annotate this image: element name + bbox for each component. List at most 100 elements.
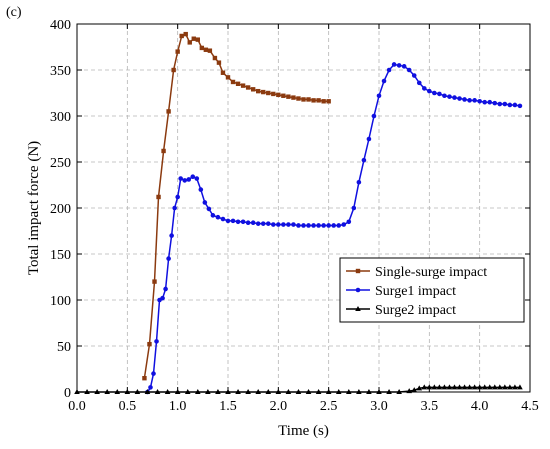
data-point xyxy=(84,389,90,394)
data-point xyxy=(215,389,221,394)
data-point xyxy=(169,233,174,238)
data-point xyxy=(447,94,452,99)
data-point xyxy=(421,384,428,390)
data-point xyxy=(190,174,196,180)
data-point xyxy=(477,98,482,104)
data-point xyxy=(366,389,372,394)
data-point xyxy=(275,389,282,394)
data-point xyxy=(316,223,321,228)
data-point xyxy=(203,47,209,52)
data-point xyxy=(276,222,281,227)
data-point xyxy=(462,97,467,102)
data-point xyxy=(416,385,423,391)
data-point xyxy=(286,222,291,227)
data-point xyxy=(285,389,292,394)
axis-ticks: 0.0 0.5 1.0 1.5 2.0 2.5 3.0 3.5 4.0 4.5 0 50 100 150 2… xyxy=(50,18,539,414)
data-point xyxy=(361,157,367,163)
series-2 xyxy=(145,62,523,395)
data-point xyxy=(187,40,192,45)
y-axis-label: Total impact force (N) xyxy=(26,141,42,275)
data-point xyxy=(152,279,157,284)
data-point xyxy=(202,200,208,205)
y-tick-label: 200 xyxy=(50,202,71,217)
data-point xyxy=(240,83,246,88)
data-point xyxy=(206,206,212,212)
data-point xyxy=(156,194,161,200)
data-point xyxy=(472,98,477,103)
data-point xyxy=(467,98,472,103)
data-point xyxy=(427,88,432,94)
data-point xyxy=(422,86,427,91)
data-point xyxy=(154,389,161,394)
data-point xyxy=(376,93,382,99)
y-tick-label: 0 xyxy=(64,386,71,401)
data-point xyxy=(486,384,493,390)
data-point xyxy=(178,176,183,181)
data-point xyxy=(255,389,261,394)
panel-label: (c) xyxy=(6,5,22,20)
data-point xyxy=(381,78,387,84)
data-point xyxy=(286,94,291,99)
data-point xyxy=(104,389,110,394)
data-point xyxy=(240,219,246,225)
data-point xyxy=(426,384,433,390)
data-point xyxy=(124,389,131,394)
data-point xyxy=(321,223,326,228)
data-point xyxy=(183,31,188,37)
data-point xyxy=(271,222,276,227)
x-tick-label: 0.0 xyxy=(68,399,86,414)
data-point xyxy=(172,205,177,211)
data-point xyxy=(431,384,438,390)
data-point xyxy=(266,90,271,96)
y-tick-label: 150 xyxy=(50,248,71,263)
y-tick-label: 50 xyxy=(57,340,71,355)
data-point xyxy=(351,205,357,211)
data-point xyxy=(256,88,261,94)
data-point xyxy=(174,389,181,394)
data-point xyxy=(216,60,222,65)
data-point xyxy=(355,306,361,311)
data-point xyxy=(163,286,168,292)
data-point xyxy=(225,389,231,394)
series-1 xyxy=(142,31,331,381)
series-layer xyxy=(74,31,523,395)
data-point xyxy=(291,95,296,100)
data-point xyxy=(492,100,498,106)
data-point xyxy=(341,222,347,227)
data-point xyxy=(134,389,141,394)
data-point xyxy=(396,63,402,68)
data-point xyxy=(198,187,204,192)
data-point xyxy=(497,384,503,390)
data-point xyxy=(487,99,493,105)
legend-label: Surge2 impact xyxy=(375,303,456,318)
data-point xyxy=(386,67,392,73)
data-point xyxy=(94,389,100,394)
data-point xyxy=(432,90,437,96)
data-point xyxy=(476,384,483,390)
data-point xyxy=(265,389,272,394)
data-point xyxy=(335,389,342,394)
data-point xyxy=(386,389,392,394)
x-axis-label: Time (s) xyxy=(278,423,329,439)
data-point xyxy=(311,223,316,228)
data-point xyxy=(182,178,188,183)
y-tick-label: 350 xyxy=(50,64,71,79)
grid xyxy=(77,24,530,392)
data-point xyxy=(144,389,151,394)
data-point xyxy=(207,48,213,53)
data-point xyxy=(512,384,518,390)
data-point xyxy=(235,81,241,86)
data-point xyxy=(391,62,397,67)
data-point xyxy=(220,216,226,222)
data-point xyxy=(481,384,488,390)
legend-label: Surge1 impact xyxy=(375,284,456,299)
y-tick-label: 300 xyxy=(50,110,71,125)
data-point xyxy=(179,33,184,39)
data-point xyxy=(154,339,159,344)
data-point xyxy=(517,384,523,390)
data-point xyxy=(366,136,372,142)
data-point xyxy=(175,49,180,54)
data-point xyxy=(184,389,191,394)
data-point xyxy=(301,223,306,228)
x-tick-label: 3.5 xyxy=(421,399,439,414)
